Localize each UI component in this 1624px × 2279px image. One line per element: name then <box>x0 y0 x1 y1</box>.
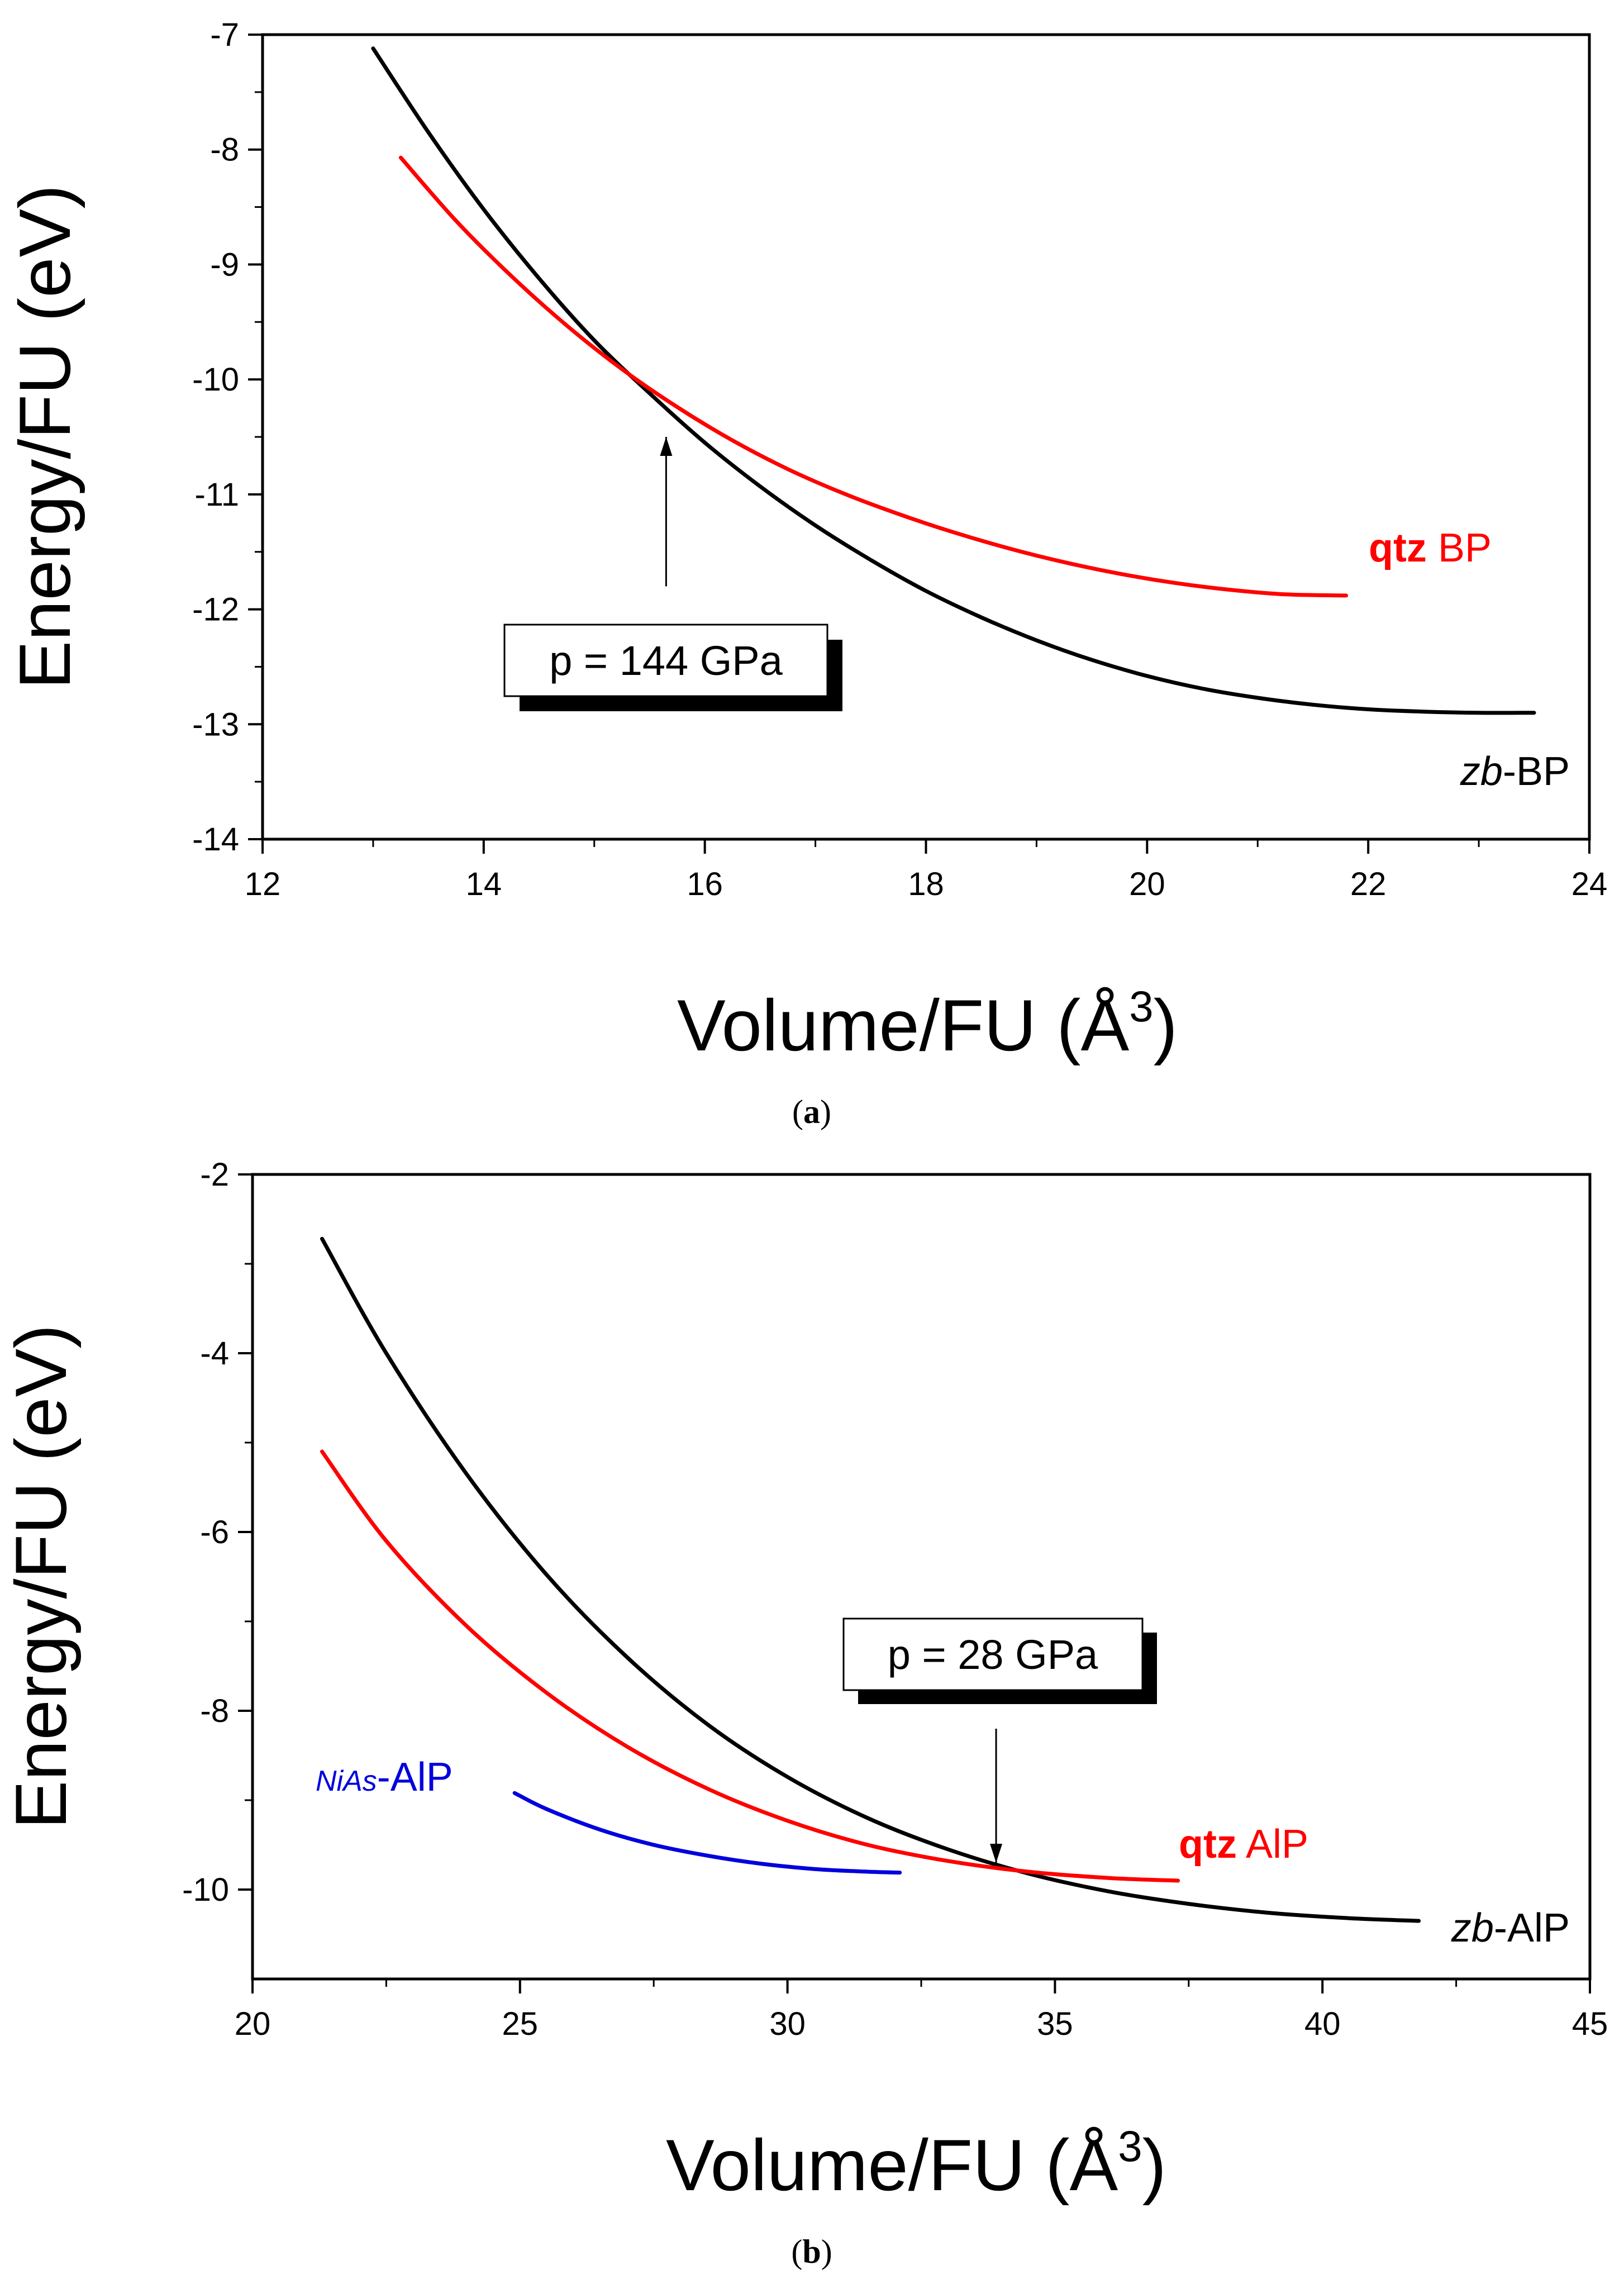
y-tick-label-b: -8 <box>200 1693 229 1729</box>
series-line-zb-bp <box>371 46 1536 715</box>
series-layer-b <box>320 1236 1421 1923</box>
annotation-text-b: p = 28 GPa <box>888 1631 1098 1678</box>
x-tick-label-a: 18 <box>908 866 944 902</box>
panel-b: 20 25 30 35 40 45 -10 -8 -6 -4 -2 p = 28 GPa NiAs-… <box>0 1157 1608 2270</box>
series-label-zb-alp: zb-AlP <box>1451 1906 1570 1950</box>
x-tick-label-b: 20 <box>235 2006 271 2042</box>
annotation-box-a <box>503 624 828 697</box>
y-tick-label-a: -10 <box>192 361 239 398</box>
series-layer-a <box>371 46 1536 715</box>
series-label-qtz-alp: qtz AlP <box>1179 1822 1308 1867</box>
series-line-qtz-alp <box>320 1449 1180 1883</box>
y-tick-label-b: -2 <box>200 1157 229 1193</box>
x-tick-label-a: 14 <box>466 866 502 902</box>
y-tick-label-a: -9 <box>210 246 239 283</box>
x-tick-label-b: 40 <box>1304 2006 1341 2042</box>
series-line-zb-alp <box>320 1236 1421 1923</box>
y-tick-label-b: -4 <box>200 1335 229 1372</box>
y-tick-label-b: -10 <box>182 1872 229 1908</box>
axis-ticks-b: 20 25 30 35 40 45 -10 -8 -6 -4 -2 <box>182 1157 1608 2042</box>
x-tick-label-a: 24 <box>1571 866 1608 902</box>
y-axis-title-b: Energy/FU (eV) <box>0 1324 82 1829</box>
x-tick-label-a: 22 <box>1350 866 1387 902</box>
series-label-niAs-alp: NiAs-AlP <box>316 1755 453 1800</box>
y-tick-label-a: -12 <box>192 592 239 628</box>
x-tick-label-b: 25 <box>502 2006 539 2042</box>
x-tick-label-b: 45 <box>1572 2006 1608 2042</box>
x-axis-title-a: Volume/FU (Å3) <box>677 982 1178 1066</box>
y-tick-label-a: -14 <box>192 821 239 858</box>
panel-a: 12 14 16 18 20 22 24 -14 -13 -12 -11 -10 -9 -8 -7 p = … <box>4 17 1607 1130</box>
series-line-nias-alp <box>512 1791 902 1875</box>
y-tick-label-b: -6 <box>200 1514 229 1550</box>
x-tick-label-a: 20 <box>1129 866 1165 902</box>
y-tick-label-a: -8 <box>210 132 239 168</box>
y-tick-label-a: -13 <box>192 706 239 743</box>
annotation-arrow-head-b <box>990 1844 1003 1863</box>
x-axis-title-b: Volume/FU (Å3) <box>666 2121 1166 2206</box>
x-tick-label-b: 35 <box>1037 2006 1073 2042</box>
y-tick-label-a: -7 <box>210 17 239 53</box>
annotation-text-a: p = 144 GPa <box>549 637 783 684</box>
axis-ticks-a: 12 14 16 18 20 22 24 -14 -13 -12 -11 -10 -9 -8 -7 <box>192 17 1607 902</box>
x-tick-label-a: 12 <box>245 866 281 902</box>
annotation-arrow-head-a <box>660 437 673 456</box>
series-label-zb-bp: zb-BP <box>1460 749 1570 794</box>
y-tick-label-a: -11 <box>194 477 239 513</box>
panel-label-b: (b) <box>791 2233 832 2270</box>
series-label-qtz-bp: qtz BP <box>1369 526 1492 570</box>
panel-label-a: (a) <box>792 1093 831 1130</box>
y-axis-title-a: Energy/FU (eV) <box>4 184 85 689</box>
x-tick-label-a: 16 <box>687 866 723 902</box>
x-tick-label-b: 30 <box>769 2006 806 2042</box>
series-line-qtz-bp <box>398 155 1349 598</box>
annotation-box-b <box>842 1617 1144 1691</box>
